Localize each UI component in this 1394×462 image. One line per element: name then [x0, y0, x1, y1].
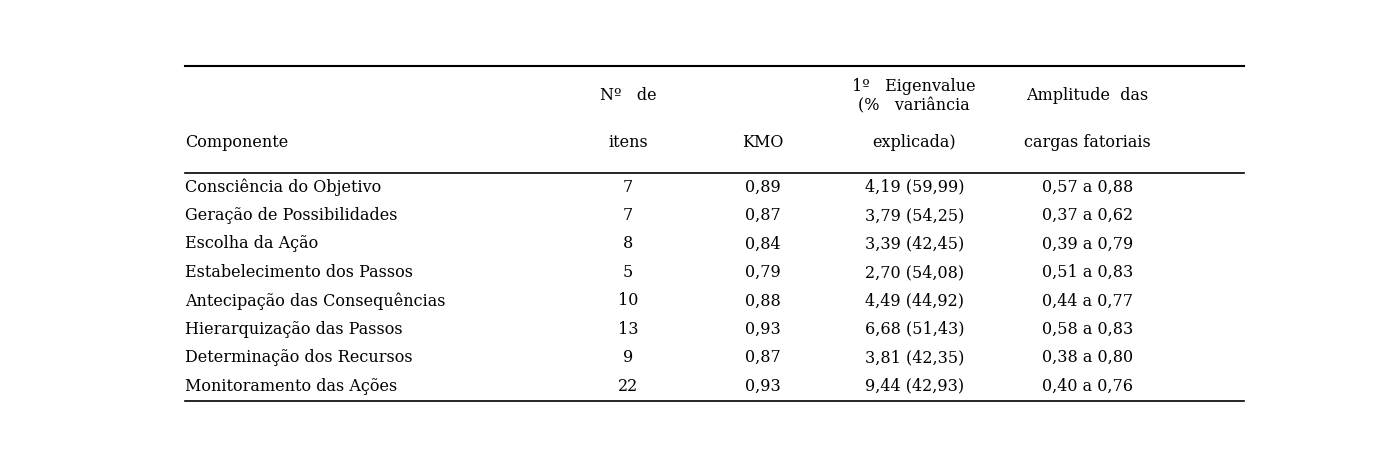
Text: 0,40 a 0,76: 0,40 a 0,76 [1041, 378, 1133, 395]
Text: 0,89: 0,89 [746, 179, 781, 195]
Text: 0,87: 0,87 [746, 349, 781, 366]
Text: 0,57 a 0,88: 0,57 a 0,88 [1041, 179, 1133, 195]
Text: 0,39 a 0,79: 0,39 a 0,79 [1041, 236, 1133, 252]
Text: Antecipação das Consequências: Antecipação das Consequências [185, 292, 446, 310]
Text: Nº   de: Nº de [599, 87, 657, 104]
Text: Amplitude  das: Amplitude das [1026, 87, 1149, 104]
Text: Componente: Componente [185, 134, 289, 152]
Text: 3,79 (54,25): 3,79 (54,25) [864, 207, 965, 224]
Text: 0,93: 0,93 [746, 378, 781, 395]
Text: 2,70 (54,08): 2,70 (54,08) [864, 264, 963, 281]
Text: 7: 7 [623, 207, 633, 224]
Text: 0,79: 0,79 [746, 264, 781, 281]
Text: Monitoramento das Ações: Monitoramento das Ações [185, 378, 397, 395]
Text: 0,93: 0,93 [746, 321, 781, 338]
Text: Determinação dos Recursos: Determinação dos Recursos [185, 349, 413, 366]
Text: 6,68 (51,43): 6,68 (51,43) [864, 321, 965, 338]
Text: Estabelecimento dos Passos: Estabelecimento dos Passos [185, 264, 413, 281]
Text: 0,51 a 0,83: 0,51 a 0,83 [1041, 264, 1133, 281]
Text: 7: 7 [623, 179, 633, 195]
Text: 1º   Eigenvalue
(%   variância: 1º Eigenvalue (% variância [853, 78, 976, 114]
Text: 0,44 a 0,77: 0,44 a 0,77 [1041, 292, 1133, 310]
Text: 0,88: 0,88 [746, 292, 781, 310]
Text: cargas fatoriais: cargas fatoriais [1023, 134, 1150, 152]
Text: 9,44 (42,93): 9,44 (42,93) [864, 378, 963, 395]
Text: 0,38 a 0,80: 0,38 a 0,80 [1041, 349, 1133, 366]
Text: 22: 22 [618, 378, 638, 395]
Text: 13: 13 [618, 321, 638, 338]
Text: explicada): explicada) [873, 134, 956, 152]
Text: 8: 8 [623, 236, 633, 252]
Text: 4,19 (59,99): 4,19 (59,99) [864, 179, 965, 195]
Text: Consciência do Objetivo: Consciência do Objetivo [185, 178, 382, 196]
Text: 0,37 a 0,62: 0,37 a 0,62 [1041, 207, 1133, 224]
Text: 4,49 (44,92): 4,49 (44,92) [864, 292, 963, 310]
Text: itens: itens [608, 134, 648, 152]
Text: 9: 9 [623, 349, 633, 366]
Text: Escolha da Ação: Escolha da Ação [185, 236, 318, 252]
Text: 10: 10 [618, 292, 638, 310]
Text: 0,58 a 0,83: 0,58 a 0,83 [1041, 321, 1133, 338]
Text: KMO: KMO [743, 134, 783, 152]
Text: Hierarquização das Passos: Hierarquização das Passos [185, 321, 403, 338]
Text: 3,39 (42,45): 3,39 (42,45) [864, 236, 963, 252]
Text: Geração de Possibilidades: Geração de Possibilidades [185, 207, 397, 224]
Text: 0,87: 0,87 [746, 207, 781, 224]
Text: 3,81 (42,35): 3,81 (42,35) [864, 349, 965, 366]
Text: 5: 5 [623, 264, 633, 281]
Text: 0,84: 0,84 [746, 236, 781, 252]
